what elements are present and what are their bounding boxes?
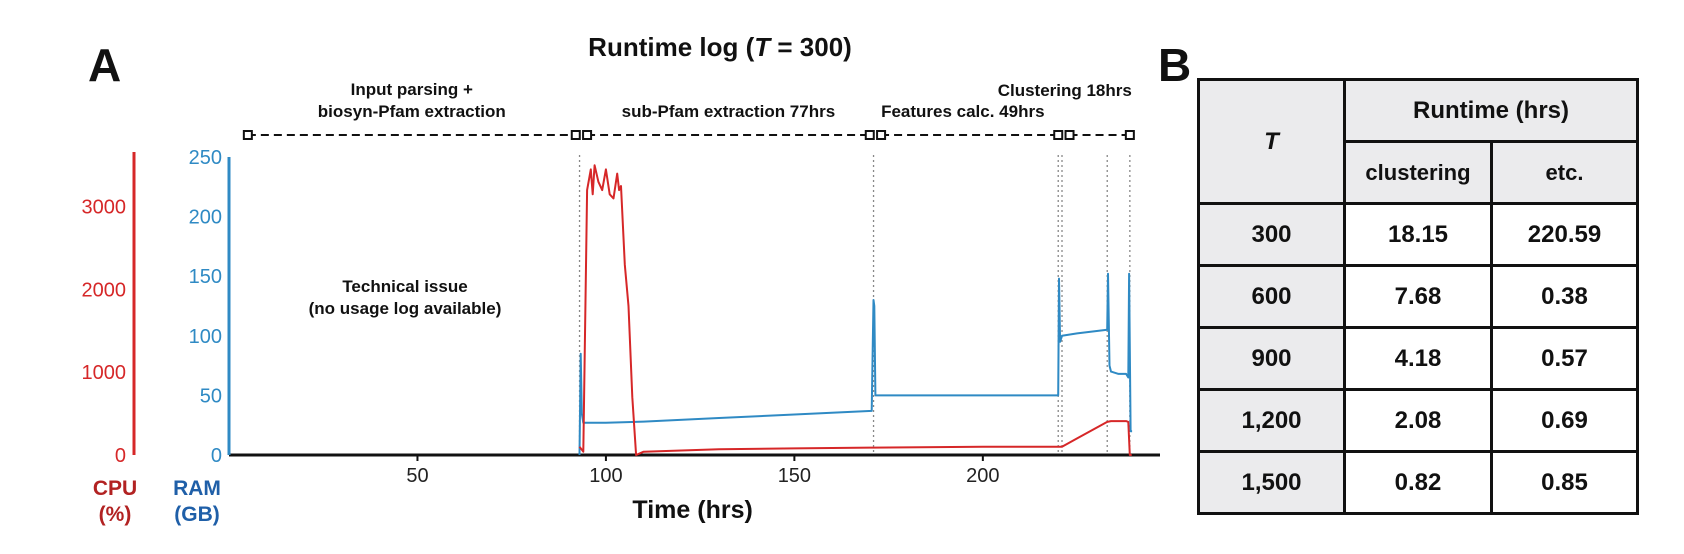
x-axis-label: Time (hrs) [632,496,752,524]
phase-label: Features calc. 49hrs [881,102,1044,121]
series-line-cpu [578,164,1132,456]
table-cell-etc: 0.85 [1490,450,1639,515]
phase-end-marker [1124,130,1135,140]
phase-start-marker [876,130,887,140]
table-cell-clustering: 7.68 [1343,264,1493,329]
ram-tick-label: 100 [189,326,222,348]
table-cell-t: 300 [1197,202,1346,267]
table-row: 900 4.18 0.57 [1197,326,1639,391]
phase-boundaries [578,155,1131,455]
phase-end-marker [1053,130,1064,140]
table-cell-t: 1,200 [1197,388,1346,453]
phase-label: sub-Pfam extraction 77hrs [622,102,836,121]
ram-axis-label: (GB) [174,503,220,526]
chart-axes [132,152,1160,461]
table-row: 1,200 2.08 0.69 [1197,388,1639,453]
table-header-runtime: Runtime (hrs) [1343,78,1639,143]
cpu-tick-label: 2000 [82,279,127,301]
panel-a-letter: A [88,39,122,91]
annotation-text: Technical issue [342,277,467,296]
cpu-tick-label: 1000 [82,362,127,384]
ram-tick-label: 50 [200,385,222,407]
phase-end-marker [570,130,581,140]
table-cell-etc: 0.69 [1490,388,1639,453]
cpu-tick-label: 3000 [82,197,127,219]
phase-start-marker [1064,130,1075,140]
table-cell-etc: 0.38 [1490,264,1639,329]
cpu-axis-label: (%) [99,503,132,526]
table-cell-clustering: 0.82 [1343,450,1493,515]
ram-tick-label: 0 [211,445,222,467]
phase-label: Input parsing + [351,80,473,99]
table-header-etc: etc. [1490,140,1639,205]
table-cell-etc: 0.57 [1490,326,1639,391]
table-cell-clustering: 18.15 [1343,202,1493,267]
ram-tick-label: 200 [189,207,222,229]
table-header-t: T [1197,78,1346,205]
x-tick-label: 100 [589,465,622,487]
table-cell-t: 900 [1197,326,1346,391]
table-cell-t: 1,500 [1197,450,1346,515]
cpu-axis-label: CPU [93,477,137,500]
table-row: 1,500 0.82 0.85 [1197,450,1639,515]
phase-start-marker [582,130,593,140]
ram-tick-label: 250 [189,147,222,169]
runtime-table: T Runtime (hrs) clustering etc. 300 18.1… [1197,78,1639,515]
phase-bars [242,130,1135,140]
phase-label: biosyn-Pfam extraction [318,102,506,121]
chart-series [578,164,1133,456]
x-tick-label: 150 [778,465,811,487]
table-header-clustering: clustering [1343,140,1493,205]
table-cell-clustering: 2.08 [1343,388,1493,453]
x-tick-label: 50 [406,465,428,487]
table-cell-clustering: 4.18 [1343,326,1493,391]
cpu-tick-label: 0 [115,445,126,467]
annotation-text: (no usage log available) [309,299,502,318]
series-line-ram [578,272,1133,456]
chart-title-suffix: = 300) [770,32,852,62]
phase-label: Clustering 18hrs [998,81,1132,100]
chart-text: Input parsing + biosyn-Pfam extraction sub… [82,80,1132,526]
panel-b-letter: B [1158,39,1192,91]
chart-title: Runtime log (T = 300) [520,32,920,63]
table-cell-etc: 220.59 [1490,202,1639,267]
table-row: 600 7.68 0.38 [1197,264,1639,329]
x-tick-label: 200 [966,465,999,487]
table-row: 300 18.15 220.59 [1197,202,1639,267]
table-cell-t: 600 [1197,264,1346,329]
phase-end-marker [864,130,875,140]
phase-start-marker [242,130,253,140]
ram-tick-label: 150 [189,266,222,288]
chart-title-prefix: Runtime log ( [588,32,755,62]
chart-title-var: T [754,32,771,62]
ram-axis-label: RAM [173,477,221,500]
